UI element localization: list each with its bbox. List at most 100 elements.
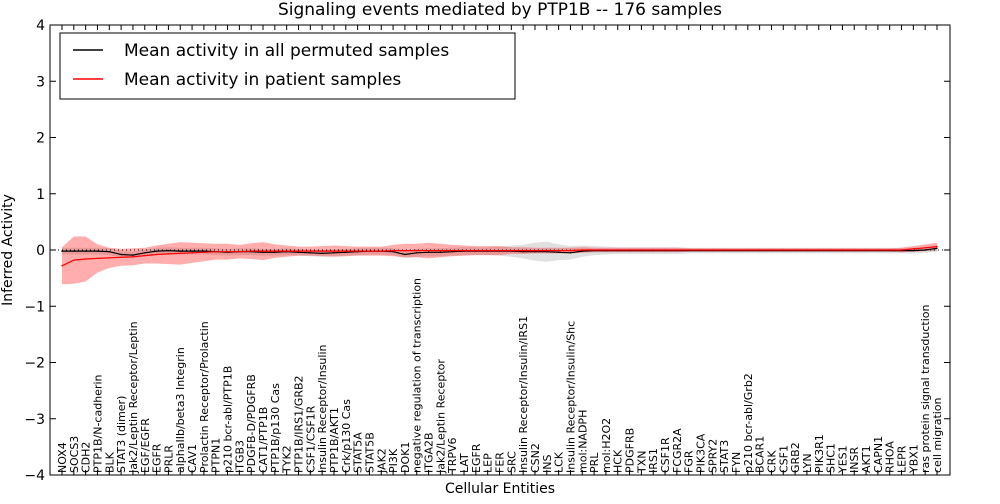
data-point [179,250,181,252]
x-tick-label: LCK [553,451,566,473]
data-point [108,250,110,253]
data-point [581,250,583,252]
data-point [203,251,205,253]
y-tick-label: 2 [36,131,45,147]
data-point [617,249,619,251]
x-tick-label: PIK3CA [695,433,708,473]
x-tick-label: ITGB3 [233,440,246,473]
x-tick-label: LEP [482,453,495,473]
data-point [416,249,418,252]
x-tick-label: p210 bcr-abl/PTP1B [222,366,235,473]
data-point [475,249,477,252]
x-tick-label: CAV1 [186,444,199,473]
data-point [427,249,430,252]
y-axis-label: Inferred Activity [0,194,16,306]
data-point [664,249,666,251]
data-point [309,250,312,252]
x-tick-label: FER [494,452,507,473]
data-point [215,250,217,253]
data-point [569,252,572,254]
x-tick-label: CSF1/CSF1R [304,405,317,473]
data-point [451,249,453,252]
x-tick-label: EGF/EGFR [139,418,152,473]
data-point [924,247,926,249]
data-point [877,249,879,251]
data-point [191,252,193,254]
data-point [144,254,146,257]
x-tick-label: Insulin Receptor/Insulin/Shc [564,321,577,473]
data-point [569,249,572,252]
data-point [345,251,347,253]
y-tick-label: −1 [24,299,45,315]
x-tick-label: CAPN1 [872,436,885,473]
x-tick-label: ras protein signal transduction [919,304,932,473]
data-point [557,251,560,253]
legend-label: Mean activity in patient samples [124,70,401,90]
y-tick-label: 1 [36,187,45,203]
x-tick-label: PDGFRB [624,428,637,473]
x-tick-label: ITGA2B [423,432,436,473]
x-tick-label: SOCS3 [68,436,81,473]
data-point [853,249,855,251]
data-point [924,249,926,251]
x-tick-label: CAT1/PTP1B [257,407,270,473]
x-tick-label: HCK [612,449,625,473]
data-point [486,249,489,252]
data-point [794,249,796,251]
data-point [557,249,560,252]
data-point [936,247,938,250]
x-tick-label: SRC [505,451,518,473]
x-tick-label: NOX4 [56,442,69,473]
data-point [534,249,536,252]
data-point [498,249,501,252]
data-point [321,250,323,252]
data-point [806,249,808,251]
data-point [605,249,607,251]
x-tick-label: mol:NADPH [576,410,589,473]
x-tick-label: INSR [848,447,861,473]
x-tick-label: PTP1B/N-cadherin [92,374,105,473]
data-point [179,252,181,255]
x-tick-label: STAT5B [363,432,376,473]
y-tick-label: 3 [36,74,45,90]
data-point [758,249,761,251]
x-tick-label: Prolactin Receptor/Prolactin [198,321,211,473]
x-tick-label: EGFR [151,443,164,473]
data-point [451,250,453,253]
data-point [676,249,678,251]
data-point [427,251,430,253]
x-tick-label: DOK1 [399,442,412,473]
x-tick-label: PTP1B/AKT1 [328,407,341,473]
x-tick-label: TXN [635,451,648,474]
x-tick-label: PTPN1 [210,438,223,473]
data-point [368,250,371,252]
x-tick-label: JAK2 [375,448,388,474]
data-point [865,249,867,251]
data-point [297,251,300,253]
x-tick-label: AKT1 [860,445,873,473]
data-point [912,249,915,252]
data-point [522,250,524,253]
x-tick-label: RHOA [884,441,897,473]
data-point [463,249,465,252]
x-tick-label: SPRY2 [706,439,719,473]
data-point [912,248,915,250]
data-point [723,249,725,251]
x-tick-label: TYK2 [281,445,294,474]
x-tick-label: GRB2 [789,442,802,473]
x-tick-label: PTP1B/IRS1/GRB2 [293,375,306,473]
legend: Mean activity in all permuted samples Mea… [59,32,516,100]
x-tick-label: STAT3 [718,440,731,473]
data-point [120,256,122,259]
x-tick-label: alphaIIb/beta3 Integrin [174,347,187,473]
data-point [900,249,903,251]
y-tick-label: −4 [24,468,45,484]
x-tick-label: IRS1 [647,448,660,473]
data-point [628,249,631,251]
data-point [581,249,583,251]
x-tick-label: PDGFB-D/PDGFRB [245,374,258,473]
x-tick-label: CSN2 [529,443,542,473]
data-point [191,250,193,252]
x-tick-label: EGFR [470,443,483,473]
data-point [404,253,406,256]
